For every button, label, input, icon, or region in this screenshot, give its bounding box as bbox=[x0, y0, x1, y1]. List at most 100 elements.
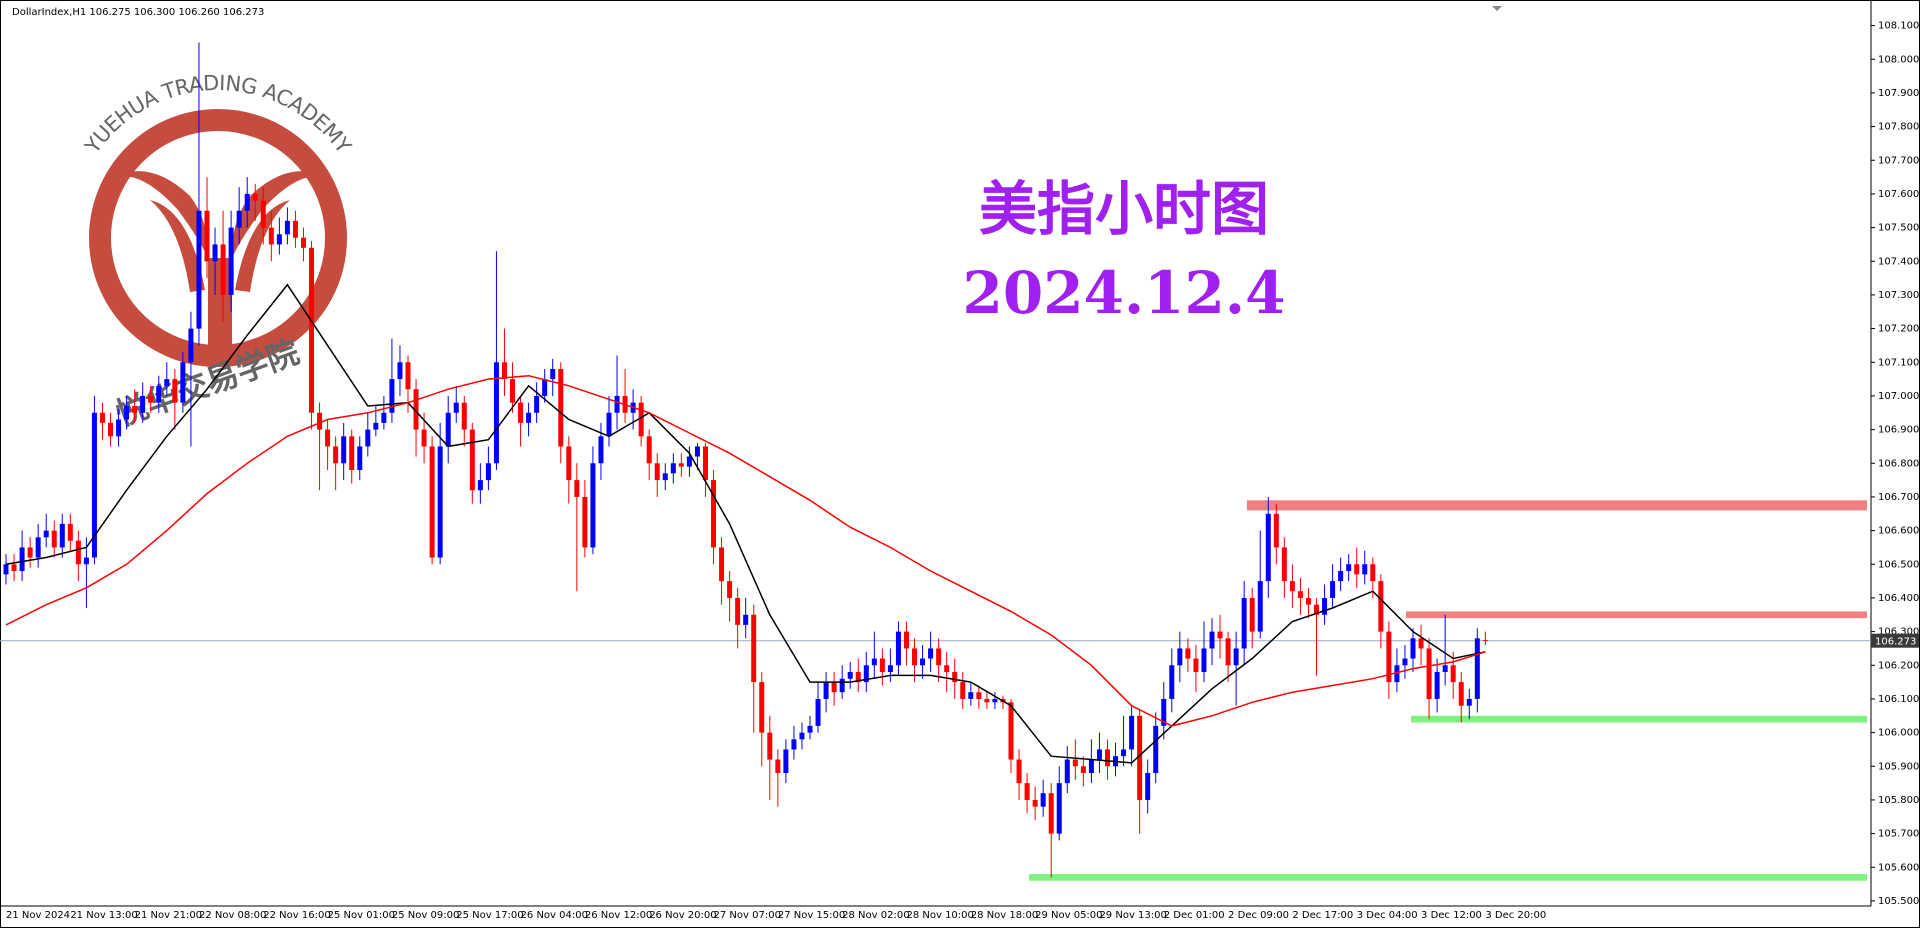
candle-body bbox=[1434, 672, 1440, 699]
candle-body bbox=[1088, 759, 1094, 774]
chart-title: 美指小时图 bbox=[979, 175, 1269, 243]
candle-body bbox=[461, 402, 467, 430]
x-tick-label: 21 Nov 21:00 bbox=[135, 910, 202, 921]
x-tick-label: 25 Nov 17:00 bbox=[456, 910, 523, 921]
candle-body bbox=[1072, 759, 1078, 767]
y-tick-label: 105.600 bbox=[1878, 862, 1919, 873]
candle-body bbox=[960, 682, 966, 699]
x-tick-label: 2 Dec 09:00 bbox=[1228, 910, 1289, 921]
x-tick-label: 22 Nov 16:00 bbox=[263, 910, 330, 921]
y-tick-label: 106.000 bbox=[1878, 728, 1919, 739]
x-tick-label: 21 Nov 13:00 bbox=[70, 910, 137, 921]
candle-body bbox=[1080, 766, 1086, 774]
y-tick-label: 105.700 bbox=[1878, 829, 1919, 840]
candle-body bbox=[1370, 564, 1376, 582]
candle-body bbox=[1249, 597, 1255, 632]
y-tick-label: 106.500 bbox=[1878, 559, 1919, 570]
candle-body bbox=[992, 698, 998, 703]
candle-body bbox=[1193, 658, 1199, 673]
x-tick-label: 25 Nov 01:00 bbox=[328, 910, 395, 921]
y-tick-label: 107.600 bbox=[1878, 189, 1919, 200]
candle-body bbox=[124, 406, 130, 420]
candle-body bbox=[1265, 513, 1271, 582]
x-tick-label: 3 Dec 04:00 bbox=[1357, 910, 1418, 921]
candle-body bbox=[1257, 581, 1263, 632]
candle-body bbox=[638, 402, 644, 437]
candle-body bbox=[1378, 581, 1384, 632]
candle-body bbox=[268, 227, 274, 245]
header: DollarIndex,H1 106.275 106.300 106.260 1… bbox=[12, 7, 264, 18]
y-tick-label: 106.600 bbox=[1878, 526, 1919, 537]
candle-body bbox=[1426, 648, 1432, 699]
x-tick-label: 28 Nov 02:00 bbox=[842, 910, 909, 921]
candle-body bbox=[984, 698, 990, 703]
candle-body bbox=[678, 463, 684, 467]
candle-body bbox=[1064, 759, 1070, 784]
candle-body bbox=[823, 682, 829, 699]
candle-body bbox=[646, 436, 652, 464]
logo-mark bbox=[112, 171, 328, 360]
candle-body bbox=[35, 537, 41, 558]
candle-body bbox=[381, 412, 387, 423]
candle-body bbox=[1177, 648, 1183, 666]
candle-body bbox=[1161, 698, 1167, 726]
candle-body bbox=[807, 725, 813, 733]
candle-body bbox=[405, 362, 411, 390]
y-tick-label: 106.900 bbox=[1878, 425, 1919, 436]
candle-body bbox=[244, 193, 250, 211]
candle-body bbox=[1145, 773, 1151, 800]
candle-body bbox=[284, 220, 290, 235]
y-tick-label: 106.300 bbox=[1878, 627, 1919, 638]
candle-body bbox=[1338, 571, 1344, 582]
level-zone bbox=[1029, 874, 1867, 881]
candle-body bbox=[108, 422, 114, 437]
candle-body bbox=[99, 412, 105, 423]
candle-body bbox=[1394, 665, 1400, 683]
y-tick-label: 107.300 bbox=[1878, 290, 1919, 301]
candle-body bbox=[469, 429, 475, 491]
candle-body bbox=[156, 385, 162, 403]
candle-body bbox=[1024, 783, 1030, 800]
candle-body bbox=[204, 210, 210, 262]
candle-body bbox=[550, 368, 556, 380]
candle-body bbox=[871, 658, 877, 666]
candle-body bbox=[1169, 665, 1175, 699]
candle-body bbox=[3, 564, 9, 575]
x-tick-label: 29 Nov 13:00 bbox=[1099, 910, 1166, 921]
y-tick-label: 106.200 bbox=[1878, 660, 1919, 671]
candle-body bbox=[518, 402, 524, 423]
candle-body bbox=[895, 631, 901, 666]
candle-body bbox=[325, 429, 331, 447]
candle-body bbox=[445, 412, 451, 447]
candle-body bbox=[1048, 793, 1054, 834]
candle-body bbox=[19, 547, 25, 572]
candle-body bbox=[1346, 564, 1352, 572]
candle-body bbox=[1241, 597, 1247, 649]
candle-body bbox=[341, 436, 347, 464]
x-tick-label: 3 Dec 12:00 bbox=[1421, 910, 1482, 921]
candle-body bbox=[542, 379, 548, 396]
candle-body bbox=[694, 446, 700, 457]
y-tick-label: 107.400 bbox=[1878, 256, 1919, 267]
candle-body bbox=[759, 682, 765, 733]
candle-body bbox=[317, 412, 323, 430]
candle-body bbox=[1201, 648, 1207, 673]
candle-body bbox=[429, 446, 435, 558]
y-tick-label: 105.900 bbox=[1878, 761, 1919, 772]
candle-body bbox=[903, 631, 909, 649]
candle-body bbox=[1289, 581, 1295, 592]
y-tick-label: 106.700 bbox=[1878, 492, 1919, 503]
candle-body bbox=[1016, 759, 1022, 784]
y-tick-label: 106.800 bbox=[1878, 458, 1919, 469]
candle-body bbox=[815, 698, 821, 726]
candle-body bbox=[566, 446, 572, 481]
candle-body bbox=[1450, 665, 1456, 683]
x-tick-label: 28 Nov 18:00 bbox=[971, 910, 1038, 921]
x-tick-label: 3 Dec 20:00 bbox=[1485, 910, 1546, 921]
scroll-marker bbox=[1492, 6, 1502, 11]
candle-body bbox=[1153, 725, 1159, 774]
candle-body bbox=[1209, 631, 1215, 649]
candle-body bbox=[1362, 564, 1368, 575]
candle-body bbox=[1402, 658, 1408, 666]
candle-body bbox=[879, 658, 885, 673]
